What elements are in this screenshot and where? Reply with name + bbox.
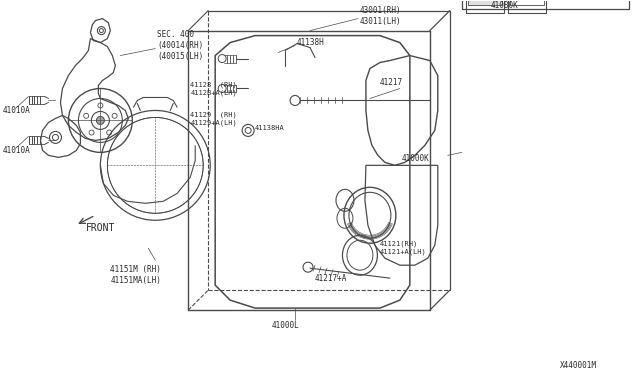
Text: 41138H: 41138H [297, 38, 324, 47]
Text: 41217: 41217 [380, 78, 403, 87]
Text: 41217+A: 41217+A [315, 274, 348, 283]
Text: 41010A: 41010A [3, 106, 30, 115]
Text: 41129  (RH)
41129+A(LH): 41129 (RH) 41129+A(LH) [190, 111, 237, 126]
Text: 41080K: 41080K [491, 1, 518, 10]
Polygon shape [468, 0, 502, 4]
Text: 41121(RH)
41121+A(LH): 41121(RH) 41121+A(LH) [380, 241, 427, 256]
Text: 41010A: 41010A [3, 146, 30, 155]
Text: X440001M: X440001M [559, 360, 596, 369]
Circle shape [97, 116, 104, 124]
Text: FRONT: FRONT [85, 223, 115, 233]
Text: 43001(RH)
43011(LH): 43001(RH) 43011(LH) [360, 6, 401, 26]
Text: SEC. 400
(40014(RH)
(40015(LH): SEC. 400 (40014(RH) (40015(LH) [157, 30, 204, 61]
Text: 41128  (RH)
4112B+A(LH): 41128 (RH) 4112B+A(LH) [190, 81, 237, 96]
Text: 41000L: 41000L [271, 321, 299, 330]
Text: 41000K: 41000K [402, 154, 430, 163]
Text: 41151M (RH)
41151MA(LH): 41151M (RH) 41151MA(LH) [110, 265, 161, 285]
Text: 41138HA: 41138HA [255, 125, 285, 131]
